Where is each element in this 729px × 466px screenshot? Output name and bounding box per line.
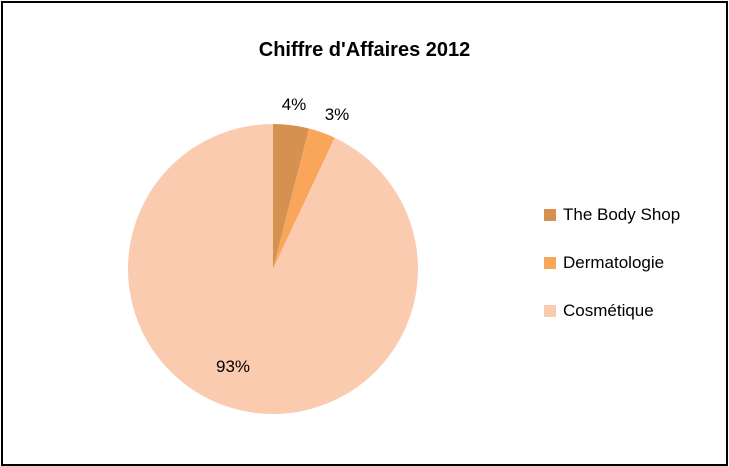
legend-label-cosmetique: Cosmétique: [563, 301, 654, 320]
legend-swatch-cosmetique: [544, 305, 556, 317]
legend-label-dermatologie: Dermatologie: [563, 253, 665, 272]
legend: The Body Shop Dermatologie Cosmétique: [544, 205, 681, 350]
legend-item-dermatologie: Dermatologie: [544, 253, 680, 272]
legend-item-the-body-shop: The Body Shop: [544, 205, 681, 224]
chart-title: Chiffre d'Affaires 2012: [258, 39, 471, 61]
pie-chart: 4% 3% 93%: [128, 95, 419, 415]
data-label-cosmetique: 93%: [216, 357, 250, 376]
legend-swatch-the-body-shop: [544, 209, 556, 221]
legend-swatch-dermatologie: [544, 257, 556, 269]
data-label-dermatologie: 3%: [325, 105, 350, 124]
pie-slice-the-body-shop: [273, 124, 310, 269]
legend-label-the-body-shop: The Body Shop: [563, 205, 681, 224]
legend-item-cosmetique: Cosmétique: [544, 301, 680, 320]
pie-slice-cosmetique: [128, 124, 419, 415]
pie-slice-dermatologie: [273, 128, 335, 269]
data-label-the-body-shop: 4%: [282, 95, 307, 114]
